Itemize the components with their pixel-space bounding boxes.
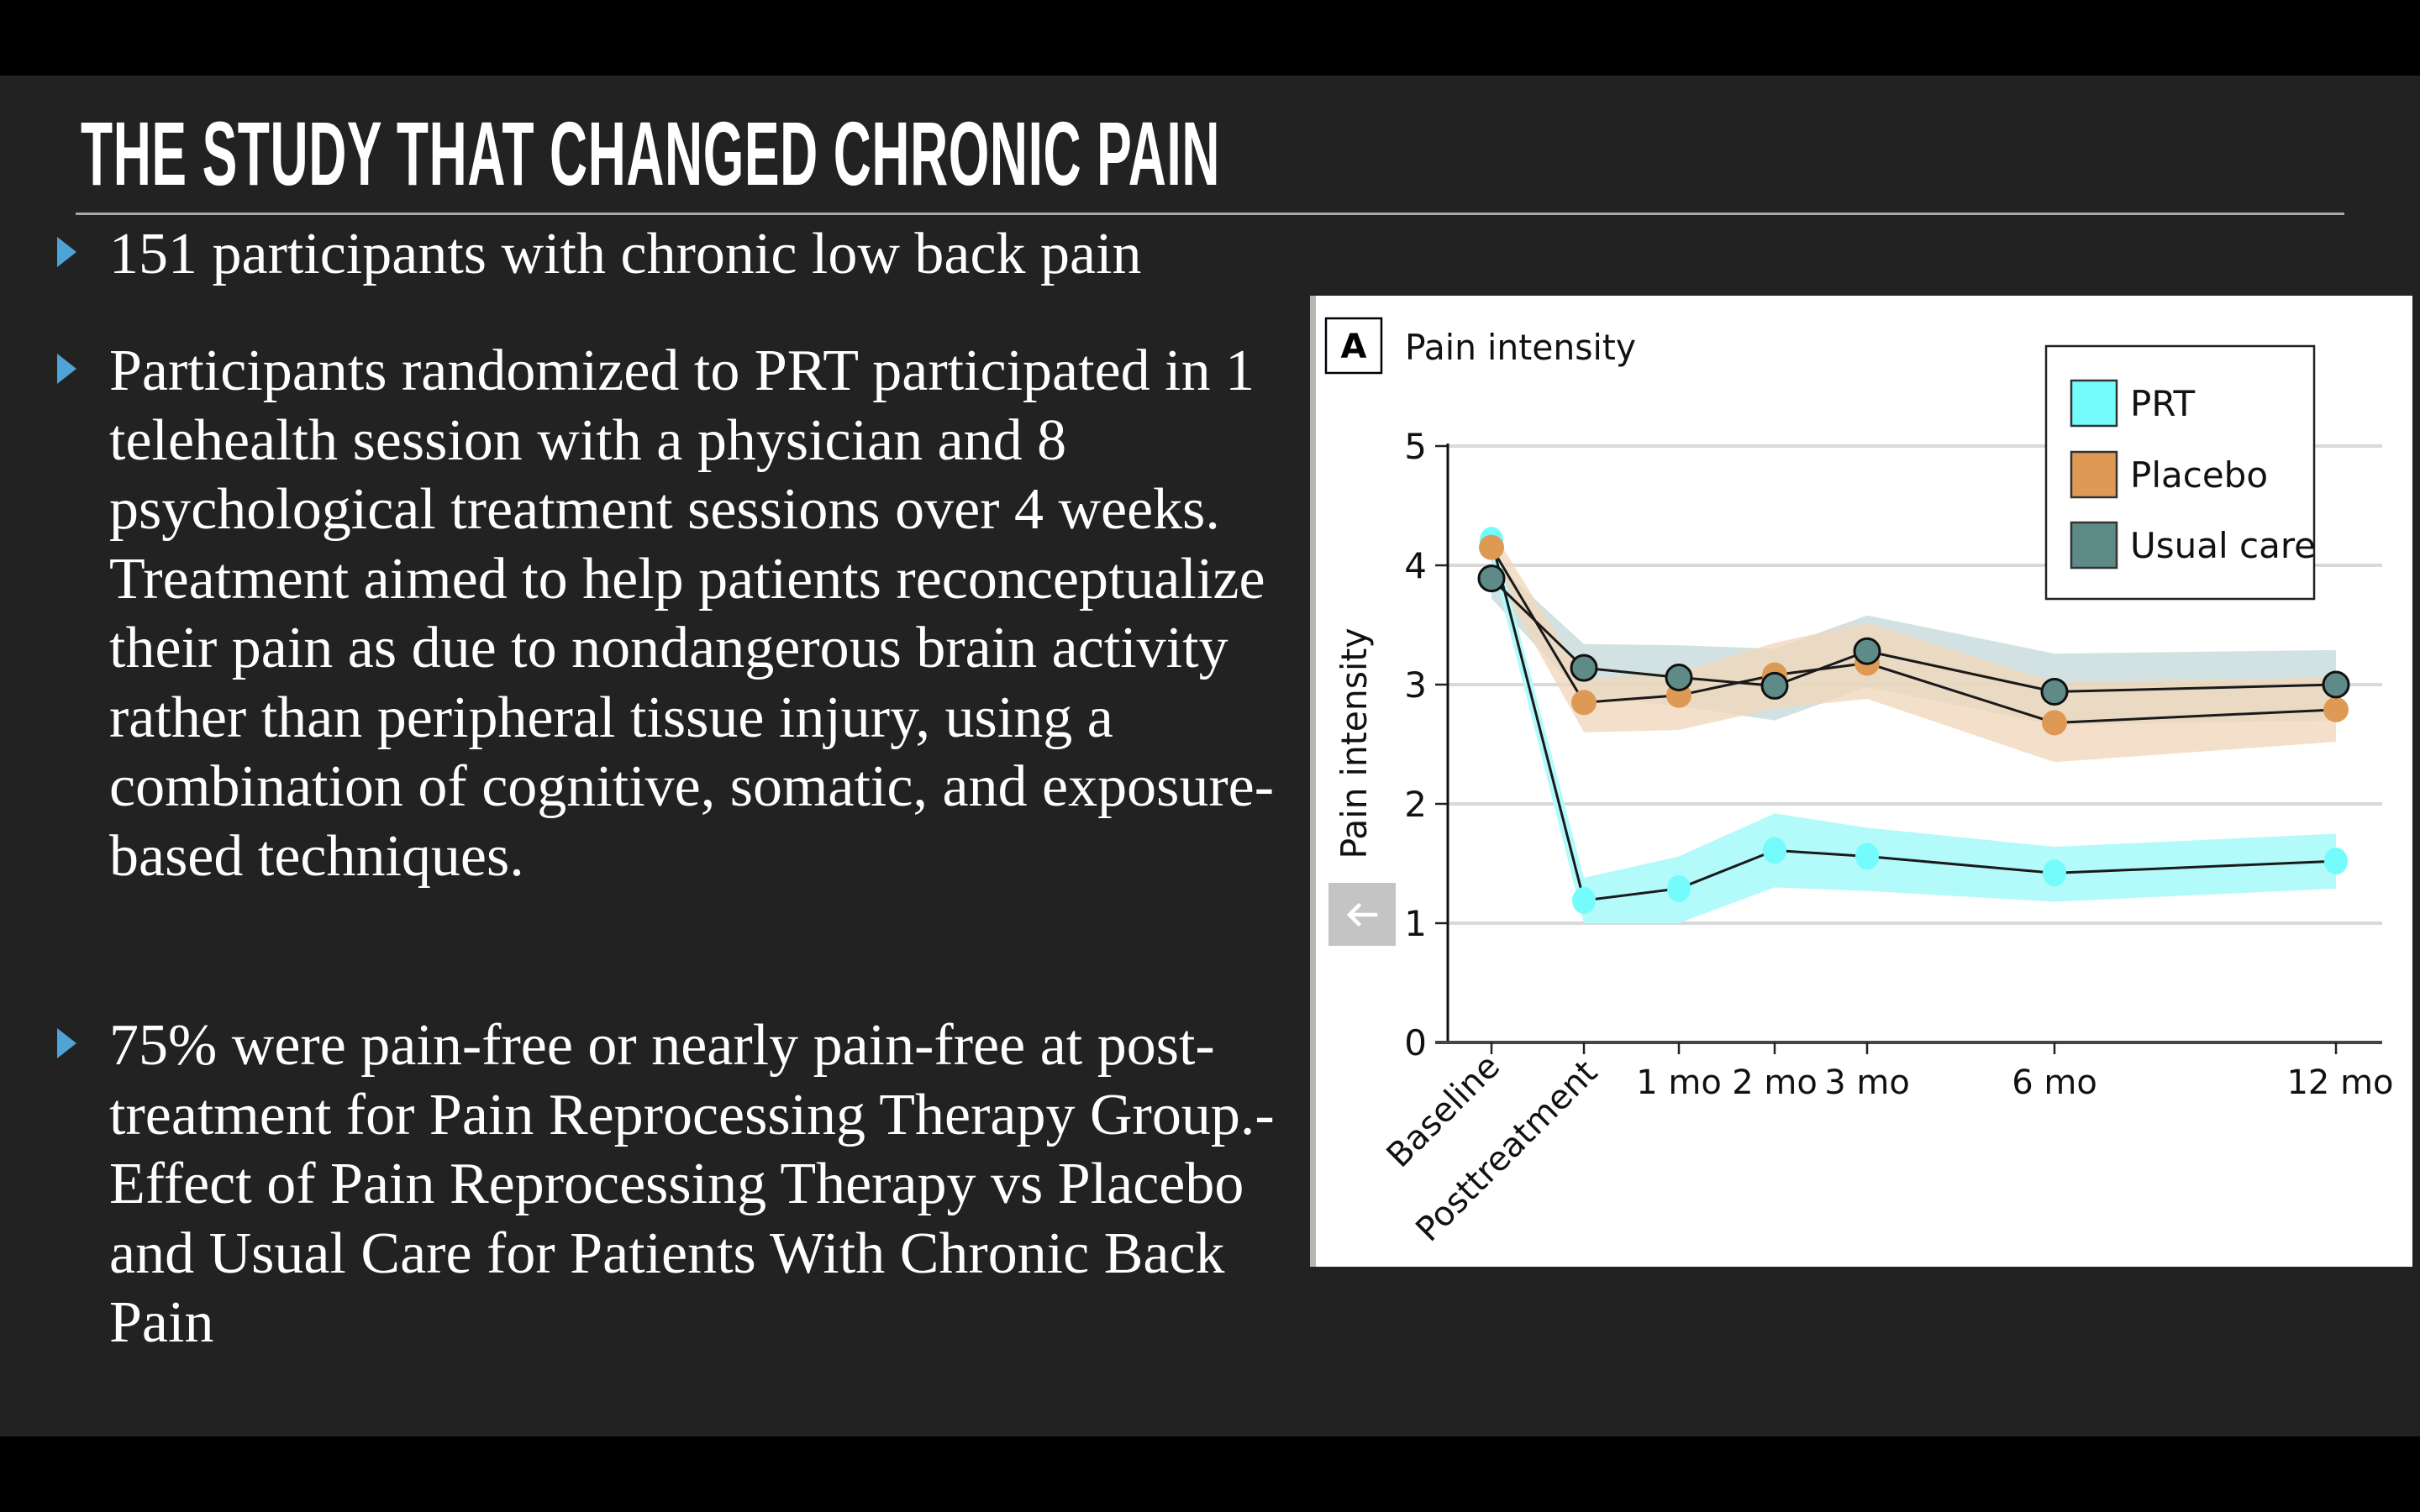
x-tick-label: 3 mo [1824, 1063, 1910, 1102]
data-point-placebo [2323, 696, 2349, 722]
x-tick-label: 2 mo [1732, 1063, 1818, 1102]
data-point-placebo [1479, 534, 1504, 560]
series-points [1477, 527, 2350, 915]
arrow-left-icon [1346, 902, 1378, 927]
data-point-prt [1667, 874, 1691, 902]
legend-swatch-placebo [2070, 450, 2118, 499]
data-point-prt [2043, 859, 2066, 887]
data-point-placebo [2042, 710, 2067, 736]
y-axis-label: Pain intensity [1334, 628, 1375, 859]
y-tick-labels: 0 1 2 3 4 5 [1404, 426, 1427, 1063]
data-point-placebo [1571, 690, 1597, 716]
data-point-usual-care [1665, 663, 1693, 691]
data-point-prt [1572, 887, 1596, 915]
triangle-right-icon [57, 237, 76, 267]
slide-title: THE STUDY THAT CHANGED CHRONIC PAIN [81, 102, 1220, 204]
y-tick-label: 3 [1404, 664, 1427, 706]
x-tick-label: 12 mo [2286, 1063, 2393, 1102]
panel-label-box [1324, 317, 1383, 375]
data-point-prt [1763, 837, 1786, 864]
back-button[interactable] [1328, 883, 1396, 946]
bullet-text: 75% were pain-free or nearly pain-free a… [109, 1013, 1275, 1355]
panel-label: A [1341, 328, 1367, 366]
bullet-text: 151 participants with chronic low back p… [109, 222, 1142, 286]
x-tick-label: 6 mo [2012, 1063, 2097, 1102]
data-point-usual-care [2322, 670, 2350, 699]
data-point-usual-care [1760, 671, 1789, 700]
title-divider [76, 213, 2344, 215]
bullet-item: 75% were pain-free or nearly pain-free a… [57, 1011, 1277, 1358]
y-tick-label: 5 [1404, 426, 1427, 467]
legend-swatch-prt [2070, 379, 2118, 428]
triangle-right-icon [57, 1028, 76, 1058]
data-point-usual-care [2040, 678, 2069, 706]
data-point-prt [1855, 843, 1879, 870]
legend-label: PRT [2130, 383, 2195, 424]
axes [1435, 444, 2382, 1054]
y-tick-label: 4 [1404, 545, 1427, 586]
data-point-usual-care [1477, 564, 1506, 593]
data-point-usual-care [1853, 637, 1881, 665]
ci-band-placebo [1491, 529, 2336, 763]
y-tick-label: 0 [1404, 1022, 1427, 1063]
bullet-item: Participants randomized to PRT participa… [57, 337, 1277, 891]
confidence-bands [1491, 527, 2336, 923]
x-tick-label: Posttreatment [1408, 1053, 1605, 1250]
legend-label: Placebo [2130, 454, 2268, 496]
ci-band-prt [1491, 527, 2336, 923]
x-tick-label: 1 mo [1636, 1063, 1722, 1102]
data-point-prt [2324, 848, 2348, 875]
bullet-text: Participants randomized to PRT participa… [109, 339, 1275, 889]
triangle-right-icon [57, 354, 76, 384]
legend: PRT Placebo Usual care [2044, 344, 2316, 601]
y-tick-label: 1 [1404, 903, 1427, 944]
bullet-item: 151 participants with chronic low back p… [57, 220, 1277, 290]
y-tick-label: 2 [1404, 784, 1427, 825]
legend-label: Usual care [2130, 525, 2316, 566]
chart-title: Pain intensity [1405, 327, 1636, 368]
data-point-usual-care [1570, 654, 1598, 682]
legend-swatch-usual-care [2070, 521, 2118, 570]
